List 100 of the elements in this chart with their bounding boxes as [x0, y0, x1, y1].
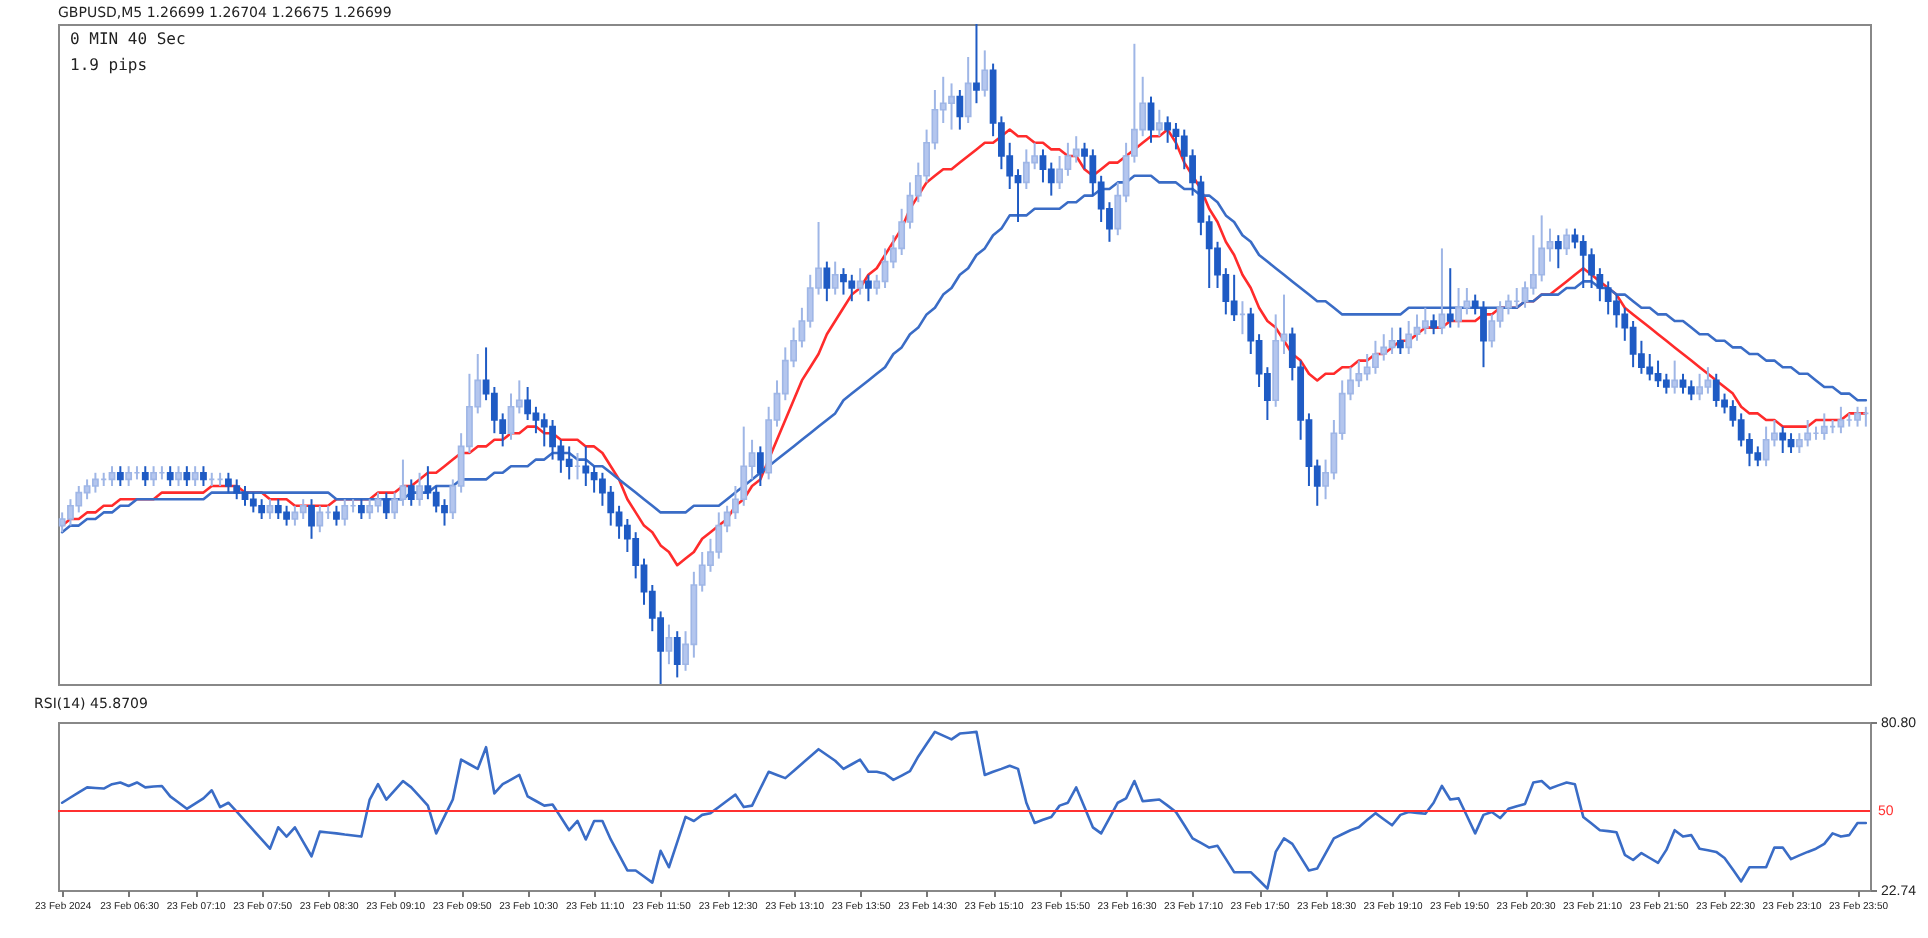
candlestick [1571, 227, 1579, 250]
annotation: 0 MIN 40 Sec [70, 30, 186, 48]
candlestick [1538, 214, 1546, 283]
candlestick [183, 465, 191, 487]
candlestick [549, 419, 556, 461]
candlestick [1396, 326, 1404, 355]
candlestick [1505, 293, 1512, 316]
candlestick [1779, 425, 1787, 454]
candlestick [399, 458, 407, 507]
candlestick [1488, 313, 1496, 349]
candlestick [831, 260, 839, 296]
candlestick [524, 386, 532, 421]
candlestick [1047, 161, 1055, 197]
candlestick [973, 23, 980, 105]
candlestick [1372, 339, 1379, 375]
candlestick [490, 386, 498, 435]
candlestick [532, 405, 540, 435]
candlestick [1795, 432, 1803, 454]
candlestick [1704, 366, 1712, 395]
candlestick [582, 445, 590, 487]
candlestick [141, 465, 149, 487]
candlestick [981, 49, 989, 98]
candlestick [116, 465, 124, 487]
candlestick [1696, 372, 1704, 402]
candlestick [366, 498, 374, 520]
candlestick [150, 465, 157, 487]
candlestick [1446, 267, 1454, 329]
candlestick [1230, 273, 1238, 322]
candlestick [1820, 412, 1828, 441]
candlestick [540, 412, 548, 448]
candlestick [258, 498, 266, 520]
candlestick [1155, 108, 1163, 138]
candlestick [166, 465, 174, 487]
candlestick [1039, 148, 1047, 184]
candlestick [948, 82, 955, 131]
candlestick [565, 445, 573, 481]
candlestick [1854, 405, 1861, 428]
candlestick [441, 498, 448, 527]
candlestick [1613, 293, 1620, 329]
candlestick [200, 465, 207, 487]
candlestick [1072, 135, 1080, 164]
candlestick [865, 273, 872, 303]
candlestick [715, 511, 723, 560]
candlestick [1554, 234, 1562, 270]
candlestick [1762, 425, 1770, 468]
candlestick [1455, 287, 1462, 329]
candlestick [249, 491, 257, 514]
candlestick [1754, 445, 1762, 468]
annotation: 1.9 pips [70, 56, 148, 74]
candlestick [1022, 148, 1030, 190]
candlestick [1388, 326, 1396, 355]
candlestick [175, 465, 182, 487]
candlestick [1430, 313, 1438, 336]
candlestick [125, 465, 133, 487]
candlestick [291, 504, 299, 527]
candlestick [432, 485, 440, 514]
candlestick [92, 471, 99, 494]
candlestick [1529, 234, 1537, 296]
candlestick [673, 630, 681, 679]
candlestick [740, 425, 748, 507]
candlestick [391, 491, 399, 520]
candlestick [1521, 280, 1529, 309]
candlestick [1172, 122, 1180, 151]
candlestick [665, 623, 673, 666]
candlestick [1421, 306, 1429, 336]
line-series [60, 730, 1868, 890]
candlestick [1056, 155, 1063, 190]
candlestick [241, 485, 249, 507]
candlestick [424, 465, 432, 501]
candlestick [1837, 405, 1845, 435]
candlestick [1480, 300, 1487, 369]
candlestick [266, 498, 274, 520]
candlestick [823, 260, 831, 303]
candlestick [224, 471, 232, 494]
candlestick [374, 491, 382, 514]
candlestick [67, 498, 74, 527]
candlestick [283, 504, 290, 527]
candlestick [1804, 419, 1812, 448]
candlestick [1646, 353, 1654, 382]
candlestick [75, 485, 83, 514]
candlestick [233, 478, 241, 501]
candlestick [316, 504, 324, 534]
candlestick [407, 478, 415, 507]
candlestick [333, 504, 340, 527]
candlestick [357, 498, 365, 520]
candlestick [840, 267, 847, 296]
candlestick [848, 273, 856, 303]
candlestick [1687, 379, 1695, 402]
candlestick [1413, 313, 1421, 342]
candlestick [1629, 320, 1637, 369]
candlestick [607, 485, 615, 527]
candlestick [756, 445, 764, 487]
candlestick [1654, 359, 1662, 388]
candlestick [1671, 359, 1679, 395]
candlestick [341, 498, 349, 527]
candlestick [964, 56, 972, 124]
candlestick [308, 498, 315, 540]
candlestick [274, 498, 282, 520]
candlestick [1380, 333, 1388, 362]
candlestick [83, 478, 91, 501]
